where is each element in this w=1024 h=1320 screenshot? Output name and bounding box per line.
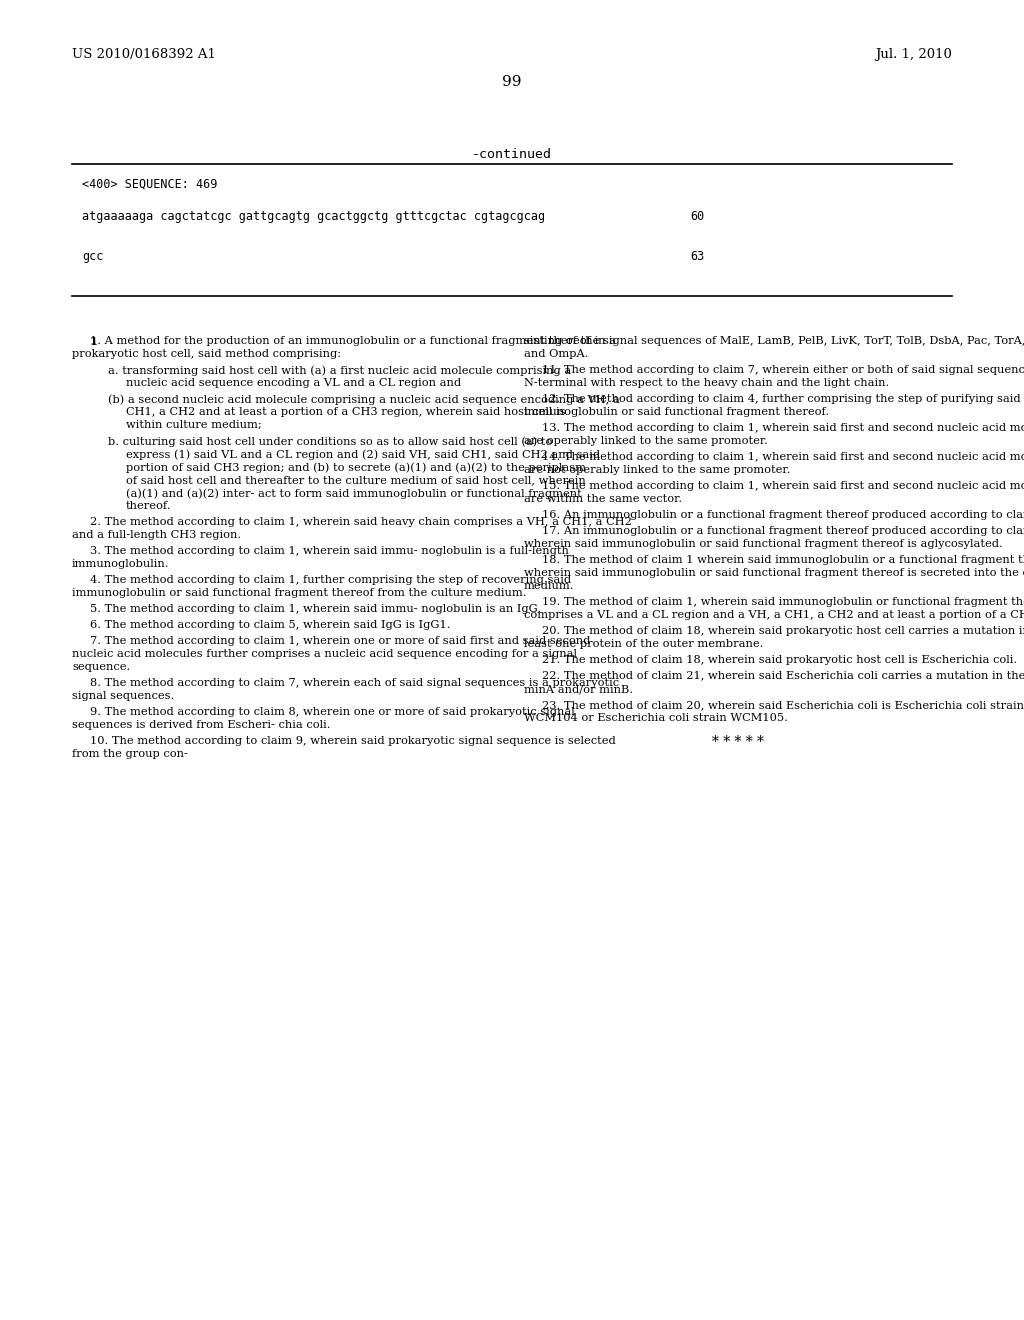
Text: a. transforming said host cell with (a) a first nucleic acid molecule comprising: a. transforming said host cell with (a) … xyxy=(108,366,571,376)
Text: 1. A method for the production of an immunoglobulin or a functional fragment the: 1. A method for the production of an imm… xyxy=(90,337,616,346)
Text: medium.: medium. xyxy=(524,581,574,591)
Text: (a)(1) and (a)(2) inter- act to form said immunoglobulin or functional fragment: (a)(1) and (a)(2) inter- act to form sai… xyxy=(126,488,582,499)
Text: 17. An immunoglobulin or a functional fragment thereof produced according to cla: 17. An immunoglobulin or a functional fr… xyxy=(542,525,1024,536)
Text: 5. The method according to claim 1, wherein said immu- noglobulin is an IgG.: 5. The method according to claim 1, wher… xyxy=(90,605,541,614)
Text: and OmpA.: and OmpA. xyxy=(524,348,589,359)
Text: wherein said immunoglobulin or said functional fragment thereof is aglycosylated: wherein said immunoglobulin or said func… xyxy=(524,539,1002,549)
Text: 6. The method according to claim 5, wherein said IgG is IgG1.: 6. The method according to claim 5, wher… xyxy=(90,620,451,630)
Text: WCM104 or Escherichia coli strain WCM105.: WCM104 or Escherichia coli strain WCM105… xyxy=(524,713,787,723)
Text: 23. The method of claim 20, wherein said Escherichia coli is Escherichia coli st: 23. The method of claim 20, wherein said… xyxy=(542,700,1024,710)
Text: wherein said immunoglobulin or said functional fragment thereof is secreted into: wherein said immunoglobulin or said func… xyxy=(524,568,1024,578)
Text: N-terminal with respect to the heavy chain and the light chain.: N-terminal with respect to the heavy cha… xyxy=(524,378,889,388)
Text: immunoglobulin or said functional fragment thereof.: immunoglobulin or said functional fragme… xyxy=(524,407,829,417)
Text: 60: 60 xyxy=(690,210,705,223)
Text: b. culturing said host cell under conditions so as to allow said host cell (a) t: b. culturing said host cell under condit… xyxy=(108,436,552,446)
Text: nucleic acid sequence encoding a VL and a CL region and: nucleic acid sequence encoding a VL and … xyxy=(126,378,461,388)
Text: Jul. 1, 2010: Jul. 1, 2010 xyxy=(876,48,952,61)
Text: 21. The method of claim 18, wherein said prokaryotic host cell is Escherichia co: 21. The method of claim 18, wherein said… xyxy=(542,655,1017,665)
Text: 22. The method of claim 21, wherein said Escherichia coli carries a mutation in : 22. The method of claim 21, wherein said… xyxy=(542,671,1024,681)
Text: <400> SEQUENCE: 469: <400> SEQUENCE: 469 xyxy=(82,178,217,191)
Text: thereof.: thereof. xyxy=(126,502,171,511)
Text: express (1) said VL and a CL region and (2) said VH, said CH1, said CH2 and said: express (1) said VL and a CL region and … xyxy=(126,449,600,459)
Text: 8. The method according to claim 7, wherein each of said signal sequences is a p: 8. The method according to claim 7, wher… xyxy=(90,678,620,688)
Text: 15. The method according to claim 1, wherein said first and second nucleic acid : 15. The method according to claim 1, whe… xyxy=(542,480,1024,491)
Text: 14. The method according to claim 1, wherein said first and second nucleic acid : 14. The method according to claim 1, whe… xyxy=(542,451,1024,462)
Text: 9. The method according to claim 8, wherein one or more of said prokaryotic sign: 9. The method according to claim 8, wher… xyxy=(90,708,574,717)
Text: are operably linked to the same promoter.: are operably linked to the same promoter… xyxy=(524,436,768,446)
Text: atgaaaaaga cagctatcgc gattgcagtg gcactggctg gtttcgctac cgtagcgcag: atgaaaaaga cagctatcgc gattgcagtg gcactgg… xyxy=(82,210,545,223)
Text: immunoglobulin or said functional fragment thereof from the culture medium.: immunoglobulin or said functional fragme… xyxy=(72,587,526,598)
Text: are within the same vector.: are within the same vector. xyxy=(524,494,682,504)
Text: comprises a VL and a CL region and a VH, a CH1, a CH2 and at least a portion of : comprises a VL and a CL region and a VH,… xyxy=(524,610,1024,620)
Text: sequence.: sequence. xyxy=(72,663,130,672)
Text: 99: 99 xyxy=(502,75,522,88)
Text: 18. The method of claim 1 wherein said immunoglobulin or a functional fragment t: 18. The method of claim 1 wherein said i… xyxy=(542,554,1024,565)
Text: signal sequences.: signal sequences. xyxy=(72,690,174,701)
Text: from the group con-: from the group con- xyxy=(72,748,187,759)
Text: immunoglobulin.: immunoglobulin. xyxy=(72,558,170,569)
Text: least one protein of the outer membrane.: least one protein of the outer membrane. xyxy=(524,639,763,649)
Text: of said host cell and thereafter to the culture medium of said host cell, wherei: of said host cell and thereafter to the … xyxy=(126,475,586,484)
Text: CH1, a CH2 and at least a portion of a CH3 region, wherein said host cell is: CH1, a CH2 and at least a portion of a C… xyxy=(126,407,565,417)
Text: 3. The method according to claim 1, wherein said immu- noglobulin is a full-leng: 3. The method according to claim 1, wher… xyxy=(90,546,569,556)
Text: nucleic acid molecules further comprises a nucleic acid sequence encoding for a : nucleic acid molecules further comprises… xyxy=(72,649,577,659)
Text: 12. The method according to claim 4, further comprising the step of purifying sa: 12. The method according to claim 4, fur… xyxy=(542,393,1021,404)
Text: and a full-length CH3 region.: and a full-length CH3 region. xyxy=(72,531,241,540)
Text: sequences is derived from Escheri- chia coli.: sequences is derived from Escheri- chia … xyxy=(72,719,331,730)
Text: 20. The method of claim 18, wherein said prokaryotic host cell carries a mutatio: 20. The method of claim 18, wherein said… xyxy=(542,626,1024,636)
Text: 63: 63 xyxy=(690,249,705,263)
Text: * * * * *: * * * * * xyxy=(712,735,764,748)
Text: 13. The method according to claim 1, wherein said first and second nucleic acid : 13. The method according to claim 1, whe… xyxy=(542,422,1024,433)
Text: 4. The method according to claim 1, further comprising the step of recovering sa: 4. The method according to claim 1, furt… xyxy=(90,576,571,585)
Text: gcc: gcc xyxy=(82,249,103,263)
Text: are not operably linked to the same promoter.: are not operably linked to the same prom… xyxy=(524,465,791,475)
Text: portion of said CH3 region; and (b) to secrete (a)(1) and (a)(2) to the periplas: portion of said CH3 region; and (b) to s… xyxy=(126,462,586,473)
Text: (b) a second nucleic acid molecule comprising a nucleic acid sequence encoding a: (b) a second nucleic acid molecule compr… xyxy=(108,393,620,404)
Text: 10. The method according to claim 9, wherein said prokaryotic signal sequence is: 10. The method according to claim 9, whe… xyxy=(90,737,615,746)
Text: US 2010/0168392 A1: US 2010/0168392 A1 xyxy=(72,48,216,61)
Text: within culture medium;: within culture medium; xyxy=(126,420,262,430)
Text: sisting of the signal sequences of MalE, LamB, PelB, LivK, TorT, TolB, DsbA, Pac: sisting of the signal sequences of MalE,… xyxy=(524,337,1024,346)
Text: 1: 1 xyxy=(90,337,98,347)
Text: 16. An immunoglobulin or a functional fragment thereof produced according to cla: 16. An immunoglobulin or a functional fr… xyxy=(542,510,1024,520)
Text: -continued: -continued xyxy=(472,148,552,161)
Text: 11. The method according to claim 7, wherein either or both of said signal seque: 11. The method according to claim 7, whe… xyxy=(542,366,1024,375)
Text: minA and/or minB.: minA and/or minB. xyxy=(524,684,633,694)
Text: 7. The method according to claim 1, wherein one or more of said first and said s: 7. The method according to claim 1, wher… xyxy=(90,636,591,645)
Text: 2. The method according to claim 1, wherein said heavy chain comprises a VH, a C: 2. The method according to claim 1, wher… xyxy=(90,517,632,527)
Text: 19. The method of claim 1, wherein said immunoglobulin or functional fragment th: 19. The method of claim 1, wherein said … xyxy=(542,597,1024,607)
Text: prokaryotic host cell, said method comprising:: prokaryotic host cell, said method compr… xyxy=(72,348,341,359)
